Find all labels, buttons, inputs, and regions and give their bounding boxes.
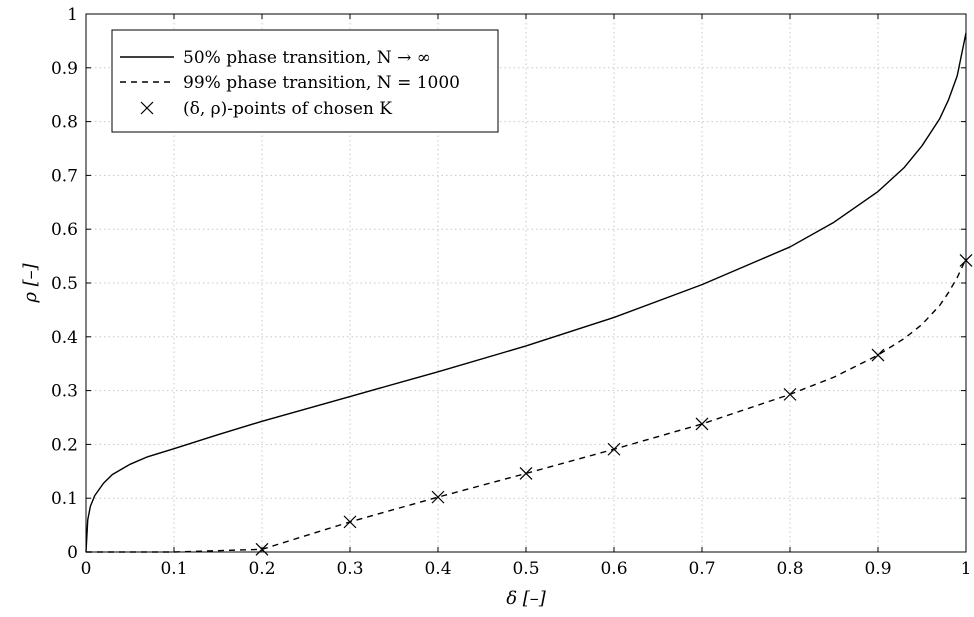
x-tick-label: 0.2 — [248, 559, 275, 579]
legend-label-series-1: 50% phase transition, N → ∞ — [183, 48, 431, 68]
legend-x-marker — [140, 101, 154, 115]
series-line-1 — [85, 32, 967, 553]
data-point-marker — [607, 442, 621, 456]
x-tick-label: 0.8 — [776, 559, 803, 579]
x-tick-label: 0.3 — [336, 559, 363, 579]
x-tick-label: 0 — [81, 559, 92, 579]
data-point-marker — [431, 490, 445, 504]
y-tick-label: 0.6 — [51, 220, 78, 240]
x-tick-label: 0.1 — [160, 559, 187, 579]
y-tick-label: 1 — [67, 5, 78, 25]
series-layer — [85, 32, 973, 556]
data-point-marker — [695, 417, 709, 431]
x-tick-label: 0.5 — [512, 559, 539, 579]
y-tick-label: 0.5 — [51, 274, 78, 294]
y-axis-label: ρ [–] — [20, 262, 41, 303]
data-point-marker — [343, 515, 357, 529]
legend-box — [111, 29, 499, 133]
legend: 50% phase transition, N → ∞ 99% phase tr… — [111, 29, 499, 133]
y-tick-label: 0.2 — [51, 435, 78, 455]
data-point-marker — [871, 348, 885, 362]
y-tick-label: 0.4 — [51, 328, 78, 348]
x-tick-label: 1 — [961, 559, 972, 579]
y-tick-label: 0.8 — [51, 113, 78, 133]
y-tick-label: 0 — [67, 543, 78, 563]
ticks: 0 0.1 0.2 0.3 0.4 0.5 0.6 0.7 0.8 0.9 1 0 0.1 0.2 0.3 0… — [51, 5, 971, 579]
y-tick-label: 0.7 — [51, 166, 78, 186]
x-tick-label: 0.9 — [864, 559, 891, 579]
x-tick-label: 0.4 — [424, 559, 451, 579]
data-point-marker — [519, 467, 533, 480]
legend-label-series-2: 99% phase transition, N = 1000 — [183, 73, 460, 93]
data-point-marker — [783, 387, 797, 401]
x-tick-label: 0.7 — [688, 559, 715, 579]
legend-label-series-3: (δ, ρ)-points of chosen K — [183, 99, 392, 119]
legend-swatch-series-3 — [140, 101, 154, 115]
y-tick-label: 0.1 — [51, 489, 78, 509]
x-axis-label: δ [–] — [506, 588, 547, 609]
y-tick-label: 0.3 — [51, 382, 78, 402]
y-tick-label: 0.9 — [51, 59, 78, 79]
x-tick-label: 0.6 — [600, 559, 627, 579]
